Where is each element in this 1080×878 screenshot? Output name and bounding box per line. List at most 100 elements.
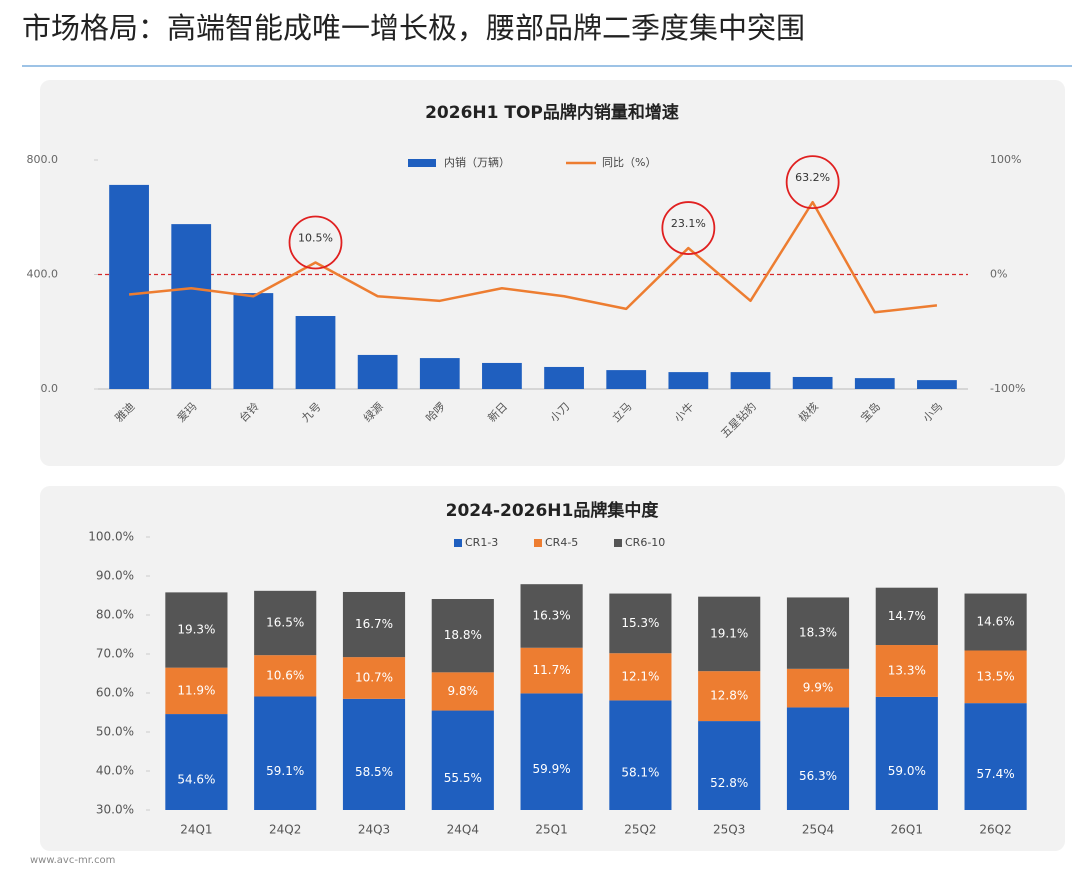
bar-segment xyxy=(431,710,494,810)
data-label: 12.1% xyxy=(621,669,659,683)
data-label: 16.5% xyxy=(266,615,304,629)
x-tick-label: 26Q1 xyxy=(891,823,923,837)
bar-segment xyxy=(431,599,494,673)
bar xyxy=(419,358,460,389)
bar-segment xyxy=(165,667,228,715)
bar-segment xyxy=(342,698,406,810)
bar xyxy=(792,376,833,389)
y-tick-label: 60.0% xyxy=(96,686,134,700)
y-tick-label: 50.0% xyxy=(96,725,134,739)
line xyxy=(128,200,938,314)
footer: www.avc-mr.com xyxy=(30,855,115,866)
legend-swatch xyxy=(614,539,622,547)
bar xyxy=(606,370,647,389)
bar xyxy=(482,362,522,389)
data-label: 55.5% xyxy=(444,771,482,785)
bar xyxy=(917,380,957,389)
bar-segment xyxy=(875,645,938,697)
data-label: 16.3% xyxy=(533,608,571,622)
y2-tick-label: 0% xyxy=(990,268,1007,281)
data-label: 15.3% xyxy=(621,616,659,630)
data-label: 18.8% xyxy=(444,628,482,642)
data-label: 11.7% xyxy=(533,663,571,677)
x-tick-label: 24Q3 xyxy=(358,823,390,837)
data-label: 13.3% xyxy=(888,663,926,677)
legend-label: CR4-5 xyxy=(545,536,578,549)
data-label: 18.3% xyxy=(799,626,837,640)
bar-segment xyxy=(786,707,850,810)
bar-segment xyxy=(609,593,672,654)
slide-title: 市场格局：高端智能成唯一增长极，腰部品牌二季度集中突围 xyxy=(22,11,805,45)
legend-label: 内销（万辆） xyxy=(444,155,510,169)
bar-segment xyxy=(698,721,761,810)
bar-segment xyxy=(520,647,583,694)
bar-segment xyxy=(609,700,672,810)
data-label: 63.2% xyxy=(795,171,830,184)
x-tick-label: 26Q2 xyxy=(979,823,1011,837)
legend-swatch xyxy=(454,539,462,547)
highlight-circle xyxy=(288,215,343,270)
data-label: 13.5% xyxy=(977,669,1015,683)
bar-segment xyxy=(254,696,317,810)
x-tick-label: 25Q4 xyxy=(802,823,834,837)
data-label: 9.9% xyxy=(803,681,834,695)
bar-segment xyxy=(964,593,1027,651)
data-label: 59.9% xyxy=(533,762,571,776)
bar xyxy=(109,184,149,389)
bar-segment xyxy=(609,653,672,701)
bar-segment xyxy=(520,693,583,810)
bar-segment xyxy=(342,591,406,658)
data-label: 10.5% xyxy=(298,231,333,244)
y-tick-label: 400.0 xyxy=(27,268,59,281)
data-label: 59.1% xyxy=(266,764,304,778)
bar xyxy=(295,316,336,389)
bar-segment xyxy=(342,657,406,699)
highlight-circle xyxy=(785,155,840,210)
bar-segment xyxy=(431,672,494,711)
legend-swatch xyxy=(534,539,542,547)
bar xyxy=(730,372,771,389)
x-tick-label: 24Q4 xyxy=(447,823,479,837)
data-label: 10.6% xyxy=(266,668,304,682)
y-tick-label: 80.0% xyxy=(96,608,134,622)
y-tick-label: 40.0% xyxy=(96,764,134,778)
y-tick-label: 800.0 xyxy=(27,153,59,166)
bar-segment xyxy=(165,592,228,668)
bar xyxy=(233,293,274,389)
y-tick-label: 90.0% xyxy=(96,569,134,583)
bar xyxy=(544,366,584,389)
x-tick-label: 24Q2 xyxy=(269,823,301,837)
y2-tick-label: -100% xyxy=(990,382,1025,395)
data-label: 12.8% xyxy=(710,689,748,703)
bar-segment xyxy=(964,703,1027,810)
data-label: 54.6% xyxy=(177,773,215,787)
bar-segment xyxy=(875,696,938,810)
bar-segment xyxy=(520,584,583,648)
legend-label: 同比（%） xyxy=(602,156,656,169)
highlight-circle xyxy=(661,201,716,255)
x-tick-label: 25Q2 xyxy=(624,823,656,837)
bar-segment xyxy=(786,668,850,708)
bar-segment xyxy=(875,587,938,646)
bar-segment xyxy=(165,714,228,810)
legend-swatch xyxy=(408,159,436,167)
x-tick-label: 25Q1 xyxy=(535,823,567,837)
bar xyxy=(171,224,212,389)
data-label: 10.7% xyxy=(355,670,393,684)
y-tick-label: 70.0% xyxy=(96,647,134,661)
data-label: 57.4% xyxy=(977,767,1015,781)
data-label: 56.3% xyxy=(799,769,837,783)
bar-segment xyxy=(698,671,761,722)
bar-segment xyxy=(698,596,761,672)
data-label: 19.3% xyxy=(177,623,215,637)
bar-segment xyxy=(254,655,317,697)
bar-segment xyxy=(786,597,850,669)
bar xyxy=(854,378,895,389)
y2-tick-label: 100% xyxy=(990,153,1021,166)
y-tick-label: 0.0 xyxy=(41,382,59,395)
data-label: 14.7% xyxy=(888,609,926,623)
bar-segment xyxy=(254,590,317,656)
data-label: 9.8% xyxy=(448,684,479,698)
